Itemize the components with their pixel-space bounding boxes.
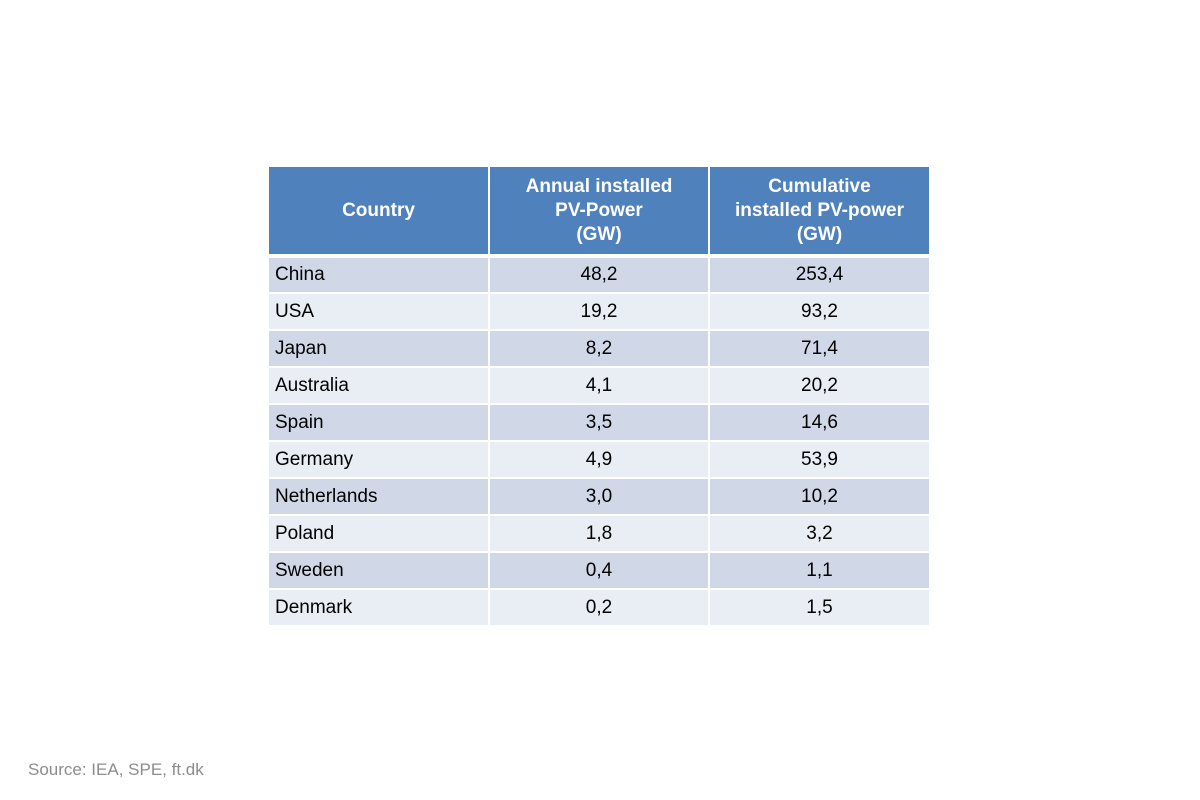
- cell-annual: 4,9: [489, 441, 710, 479]
- column-header-annual-line-3: (GW): [576, 223, 622, 245]
- cell-cumulative: 3,2: [709, 515, 929, 553]
- cell-cumulative: 93,2: [709, 293, 929, 331]
- cell-country: Netherlands: [269, 478, 490, 516]
- cell-country: Japan: [269, 330, 490, 368]
- cell-cumulative: 1,5: [709, 589, 929, 627]
- cell-country: China: [269, 256, 490, 294]
- table-row: Poland 1,8 3,2: [269, 515, 929, 553]
- cell-cumulative: 253,4: [709, 256, 929, 294]
- cell-annual: 48,2: [489, 256, 710, 294]
- table-row: China 48,2 253,4: [269, 256, 929, 294]
- column-header-annual-line-2: PV-Power: [555, 199, 643, 221]
- column-header-annual: Annual installed PV-Power (GW): [489, 167, 710, 258]
- cell-country: Germany: [269, 441, 490, 479]
- cell-annual: 4,1: [489, 367, 710, 405]
- column-header-cumulative: Cumulative installed PV-power (GW): [709, 167, 929, 258]
- column-header-country: Country: [269, 167, 490, 258]
- column-header-country-text: Country: [342, 199, 415, 221]
- table-body: China 48,2 253,4 USA 19,2 93,2 Japan 8,2…: [269, 256, 929, 627]
- cell-cumulative: 14,6: [709, 404, 929, 442]
- table-row: Netherlands 3,0 10,2: [269, 478, 929, 516]
- pv-power-table: Country Annual installed PV-Power (GW) C…: [269, 167, 929, 627]
- table-row: Sweden 0,4 1,1: [269, 552, 929, 590]
- cell-annual: 8,2: [489, 330, 710, 368]
- table-row: Germany 4,9 53,9: [269, 441, 929, 479]
- table-header: Country Annual installed PV-Power (GW) C…: [269, 167, 929, 258]
- cell-annual: 1,8: [489, 515, 710, 553]
- table-row: Spain 3,5 14,6: [269, 404, 929, 442]
- cell-cumulative: 53,9: [709, 441, 929, 479]
- cell-annual: 0,2: [489, 589, 710, 627]
- cell-annual: 19,2: [489, 293, 710, 331]
- cell-cumulative: 1,1: [709, 552, 929, 590]
- column-header-annual-line-1: Annual installed: [525, 175, 673, 197]
- table-row: USA 19,2 93,2: [269, 293, 929, 331]
- cell-annual: 3,5: [489, 404, 710, 442]
- pv-power-table-container: Country Annual installed PV-Power (GW) C…: [269, 167, 929, 627]
- source-note: Source: IEA, SPE, ft.dk: [28, 760, 204, 779]
- column-header-cumulative-line-1: Cumulative: [768, 175, 871, 197]
- table-header-row: Country Annual installed PV-Power (GW) C…: [269, 167, 929, 258]
- column-header-cumulative-line-3: (GW): [796, 223, 843, 245]
- column-header-cumulative-line-2: installed PV-power: [735, 199, 904, 221]
- cell-annual: 3,0: [489, 478, 710, 516]
- cell-annual: 0,4: [489, 552, 710, 590]
- cell-country: Spain: [269, 404, 490, 442]
- cell-country: Sweden: [269, 552, 490, 590]
- cell-country: Denmark: [269, 589, 490, 627]
- cell-country: Poland: [269, 515, 490, 553]
- cell-country: Australia: [269, 367, 490, 405]
- table-row: Denmark 0,2 1,5: [269, 589, 929, 627]
- table-row: Japan 8,2 71,4: [269, 330, 929, 368]
- cell-country: USA: [269, 293, 490, 331]
- table-row: Australia 4,1 20,2: [269, 367, 929, 405]
- cell-cumulative: 20,2: [709, 367, 929, 405]
- cell-cumulative: 71,4: [709, 330, 929, 368]
- cell-cumulative: 10,2: [709, 478, 929, 516]
